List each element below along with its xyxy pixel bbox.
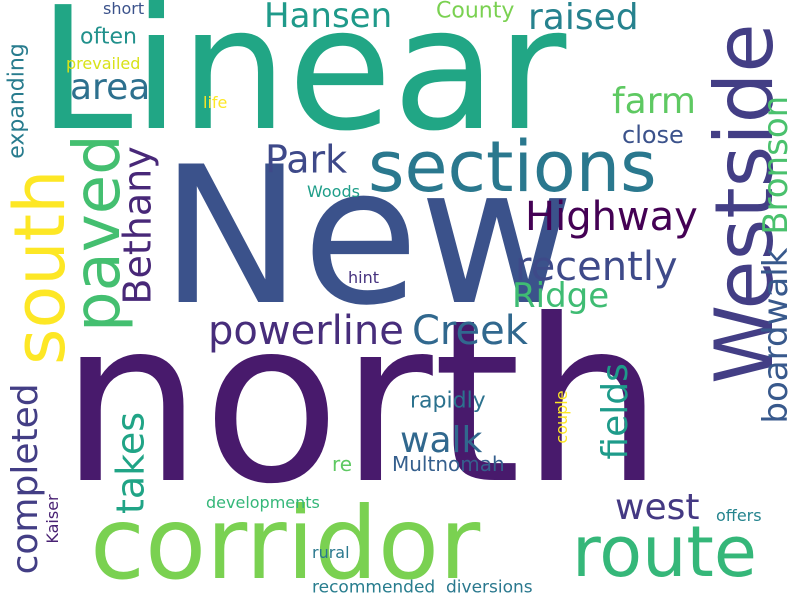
word-south: south [0,170,81,365]
word-recommended: recommended [312,578,435,598]
word-new: New [160,126,574,347]
word-recently: recently [515,244,678,290]
word-hansen: Hansen [264,0,392,36]
word-couple: couple [552,390,571,443]
word-paved: paved [61,134,135,332]
word-often: often [80,25,137,50]
word-linear: Linear [38,0,566,169]
word-west: west [615,487,699,528]
word-highway: Highway [525,194,698,240]
word-sections: sections [368,126,657,208]
word-expanding: expanding [5,43,30,159]
word-completed: completed [5,383,46,574]
word-short: short [103,0,144,18]
word-hint: hint [348,268,379,287]
word-fields: fields [595,363,636,459]
word-powerline: powerline [208,308,404,354]
word-offers: offers [716,506,762,525]
word-re: re [332,452,352,476]
word-corridor: corridor [90,485,481,600]
word-prevailed: prevailed [66,54,140,73]
word-rural: rural [312,543,350,562]
word-takes: takes [108,412,152,514]
word-close: close [622,121,684,149]
word-raised: raised [528,0,639,38]
word-developments: developments [206,493,320,512]
word-life: life [203,93,227,112]
word-park: Park [265,137,347,181]
word-rapidly: rapidly [410,389,486,414]
word-north: north [60,272,664,534]
word-boardwalk: boardwalk [756,247,796,423]
word-diversions: diversions [446,578,533,598]
word-area: area [70,67,150,108]
word-woods: Woods [307,182,360,201]
word-route: route [572,511,757,593]
word-kaiser: Kaiser [43,494,62,544]
word-ridge: Ridge [512,276,609,316]
word-westside: Westside [698,23,791,384]
word-bethany: Bethany [115,146,159,304]
word-creek: Creek [412,308,529,354]
word-county: County [436,0,514,24]
word-multnomah: Multnomah [392,452,505,476]
word-farm: farm [612,81,696,122]
word-walk: walk [400,420,483,461]
word-bronson: Bronson [756,96,796,235]
